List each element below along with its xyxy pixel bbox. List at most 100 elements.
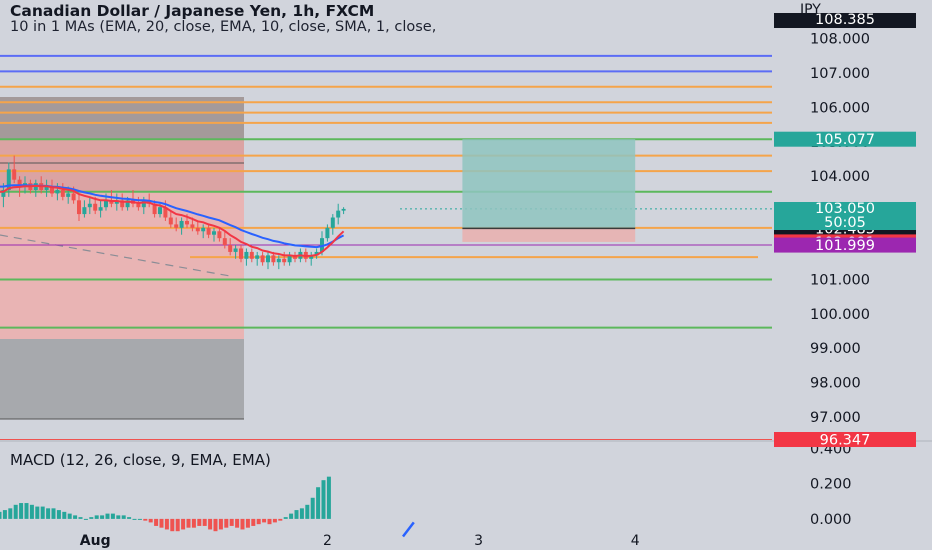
candle-body — [185, 220, 189, 225]
candle-body — [120, 200, 125, 208]
candle-body — [82, 207, 87, 215]
macd-bar — [110, 513, 115, 519]
price-tick-label: 98.000 — [810, 376, 861, 392]
price-tick-label: 106.000 — [810, 100, 870, 116]
candle — [276, 255, 281, 270]
candle-body — [260, 255, 265, 263]
ma-indicator-legend[interactable]: 10 in 1 MAs (EMA, 20, close, EMA, 10, cl… — [10, 19, 437, 35]
macd-bar — [94, 515, 99, 519]
macd-bar — [24, 503, 29, 519]
candle — [228, 238, 233, 256]
candle — [217, 227, 222, 242]
macd-bar — [181, 518, 186, 530]
candle — [244, 248, 249, 266]
candle-body — [60, 190, 65, 197]
macd-bar — [175, 518, 180, 532]
dashed-trendline — [0, 234, 231, 277]
macd-bar — [310, 497, 315, 519]
candle-body — [12, 169, 17, 180]
candle-body — [320, 238, 324, 252]
candle — [222, 231, 227, 249]
candle — [287, 251, 292, 266]
candle-body — [190, 224, 195, 228]
time-tick-label: Aug — [80, 533, 111, 549]
price-tick-label: 97.000 — [810, 410, 861, 426]
macd-bar — [326, 476, 331, 519]
time-tick-label: 2 — [323, 533, 332, 549]
candle-body — [233, 248, 238, 252]
candle-body — [314, 251, 319, 256]
candle — [206, 224, 211, 239]
candle-body — [228, 245, 233, 252]
bar-countdown: 50:05 — [824, 215, 866, 231]
macd-bar — [299, 508, 304, 519]
ma-price-badge — [774, 237, 916, 253]
candle-body — [201, 227, 206, 232]
candle-body — [71, 193, 76, 201]
macd-bar — [89, 517, 94, 519]
last-price-badge: 103.050 50:05 — [774, 202, 916, 230]
macd-bar — [62, 511, 67, 519]
macd-bar — [19, 503, 24, 519]
candle — [212, 227, 216, 242]
price-axis[interactable]: 108.000107.000106.000105.000104.000103.0… — [774, 32, 916, 528]
candle — [266, 251, 270, 270]
zone-top-red — [0, 140, 244, 191]
candle — [77, 193, 81, 221]
candle — [293, 251, 297, 263]
target-price-badge — [774, 131, 916, 147]
candle-body — [17, 179, 22, 187]
macd-bar — [197, 518, 202, 526]
candle — [98, 200, 103, 218]
macd-bar — [272, 518, 277, 523]
candle-body — [287, 255, 292, 263]
candle — [82, 200, 87, 218]
ema-fast-line — [0, 184, 345, 258]
macd-bar — [137, 518, 142, 520]
macd-bar — [67, 513, 72, 519]
macd-bar — [208, 518, 213, 530]
macd-bar — [218, 518, 223, 530]
candle — [174, 217, 179, 232]
candle — [309, 251, 314, 266]
macd-legend[interactable]: MACD (12, 26, close, 9, EMA, EMA) — [10, 451, 271, 469]
chart-title: Canadian Dollar / Japanese Yen, 1h, FXCM — [10, 2, 375, 20]
candle-body — [77, 200, 81, 215]
candle — [50, 179, 54, 197]
price-tick-label: 104.000 — [810, 169, 870, 185]
candle-body — [293, 255, 297, 259]
candle-body — [1, 190, 6, 197]
candle-body — [222, 238, 227, 246]
macd-bar — [267, 518, 272, 525]
macd-bar — [148, 518, 153, 523]
macd-bar — [262, 518, 267, 523]
candle — [330, 214, 335, 235]
candle-body — [336, 210, 341, 218]
candle — [201, 224, 206, 239]
time-axis[interactable]: Aug 2 3 4 — [80, 533, 640, 549]
macd-bar — [278, 518, 283, 521]
macd-bar — [78, 517, 83, 519]
macd-bar — [289, 513, 294, 519]
macd-bar — [191, 518, 196, 528]
macd-bar — [240, 518, 245, 530]
moving-averages-layer — [0, 184, 345, 258]
candle-body — [206, 227, 211, 235]
macd-bar — [35, 506, 40, 519]
macd-bar — [132, 518, 137, 520]
candle — [44, 179, 49, 197]
price-tick-label: 107.000 — [810, 66, 870, 82]
candle — [114, 193, 119, 211]
candle — [325, 224, 330, 242]
candle-body — [239, 248, 243, 259]
time-tick-label: 3 — [474, 533, 483, 549]
candle — [314, 248, 319, 259]
candle-body — [6, 169, 11, 190]
candle-body — [195, 227, 200, 232]
zone-bottom-grey — [0, 339, 244, 419]
long-position-tool[interactable] — [462, 139, 636, 242]
macd-bar — [46, 508, 51, 519]
candle-body — [217, 231, 222, 239]
candle-body — [87, 203, 92, 208]
stop-zone — [462, 228, 636, 242]
